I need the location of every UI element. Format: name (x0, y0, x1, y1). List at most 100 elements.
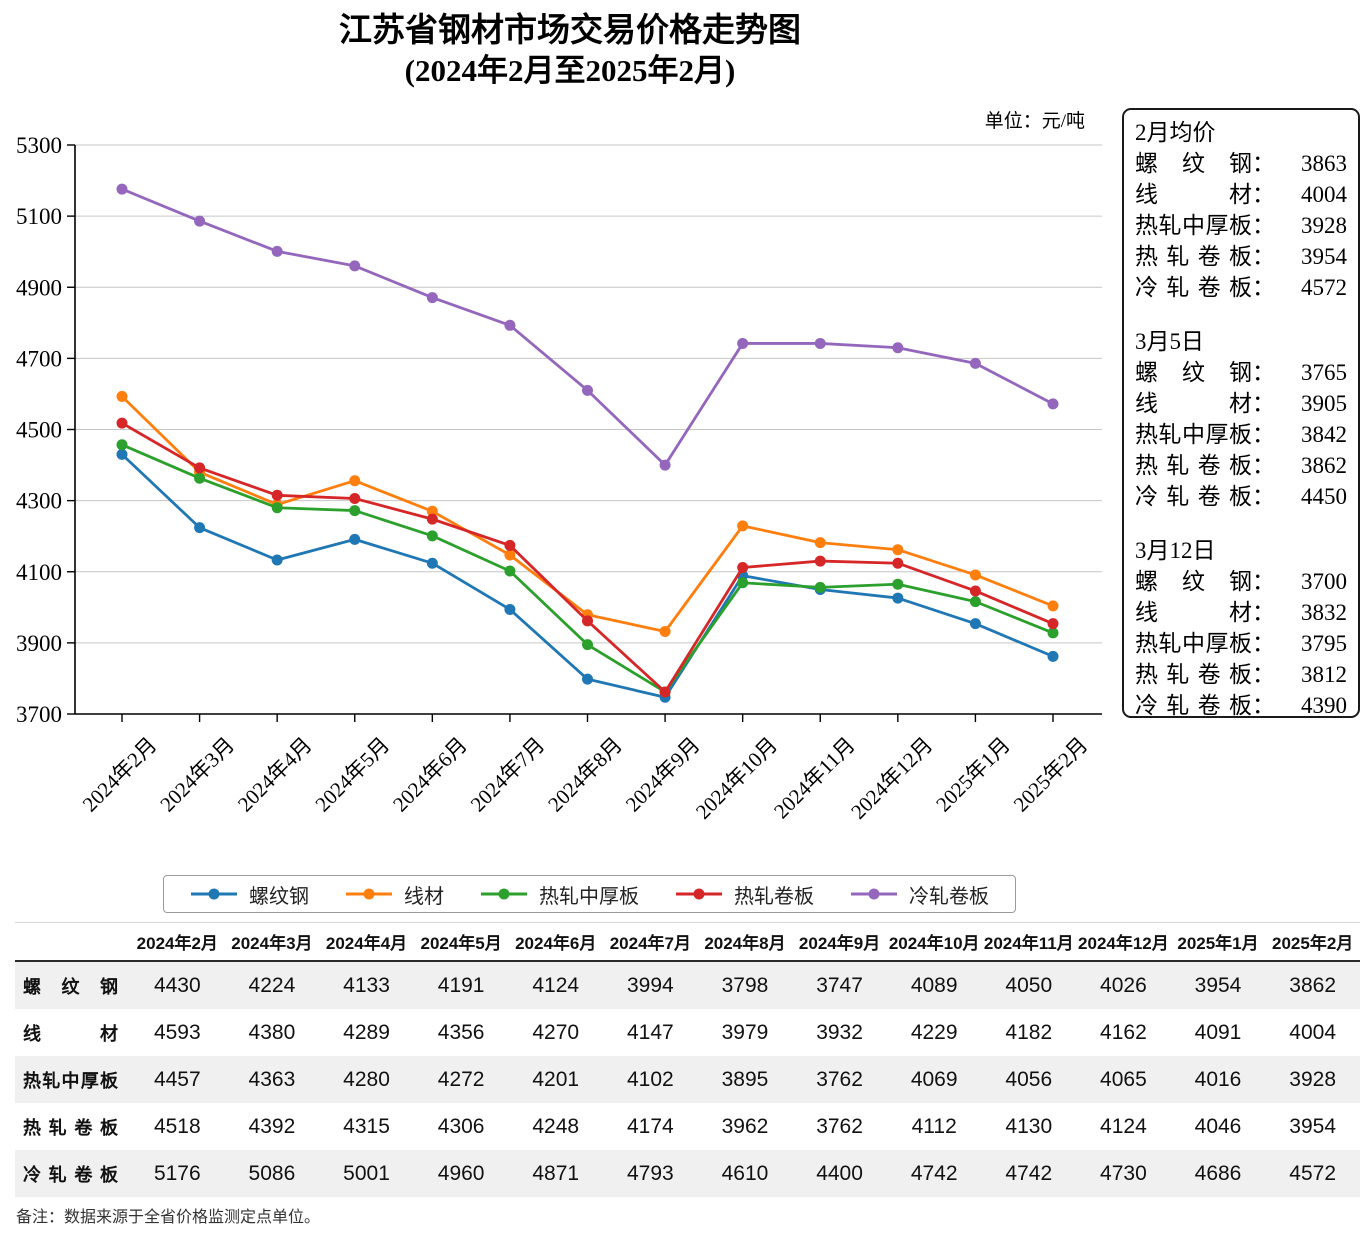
data-point-cold-rolled-coil (426, 292, 438, 304)
panel-item-value: 3928 (1301, 213, 1347, 238)
table-cell: 4686 (1194, 1161, 1242, 1185)
table-cell: 4430 (153, 973, 201, 997)
table-row-wire-rod: 线材 4593 4380 4289 4356 4270 4147 3979 3932 4229 41… (15, 1009, 1360, 1056)
table-column-header: 2024年6月 (508, 922, 604, 962)
data-point-hot-rolled-plate (271, 502, 283, 514)
data-point-hot-rolled-coil (659, 686, 671, 698)
panel-item-value: 3812 (1301, 662, 1347, 687)
table-cell: 4130 (1005, 1114, 1053, 1138)
table-cell: 3954 (1289, 1114, 1337, 1138)
data-point-hot-rolled-coil (271, 489, 283, 501)
panel-item-label: 冷轧卷板 (1135, 275, 1252, 300)
data-point-rebar (271, 554, 283, 566)
panel-item-label: 热轧中厚板 (1135, 422, 1252, 447)
panel-item-colon: ： (1252, 569, 1275, 594)
legend-label: 冷轧卷板 (909, 885, 989, 908)
data-point-wire-rod (659, 625, 671, 637)
panel-item-colon: ： (1252, 244, 1275, 269)
panel-item-label: 螺纹钢 (1135, 151, 1252, 176)
panel-item-value: 4450 (1301, 484, 1347, 509)
y-tick-label: 5300 (16, 133, 62, 158)
x-tick-label: 2025年2月 (1009, 733, 1093, 817)
table-cell: 5001 (343, 1161, 390, 1185)
table-column-header: 2024年10月 (886, 922, 982, 962)
y-tick-label: 4500 (16, 418, 62, 443)
panel-item-colon: ： (1252, 182, 1275, 207)
panel-item-colon: ： (1252, 151, 1275, 176)
table-cell: 4270 (532, 1020, 580, 1044)
panel-item-label: 线材 (1135, 600, 1252, 625)
data-point-hot-rolled-plate (814, 581, 826, 593)
data-point-cold-rolled-coil (194, 215, 206, 227)
panel-item-colon: ： (1252, 484, 1275, 509)
legend-label: 螺纹钢 (249, 885, 309, 908)
panel-item-colon: ： (1252, 662, 1275, 687)
data-point-hot-rolled-plate (969, 596, 981, 608)
table-row-hot-rolled-plate: 热轧中厚板 4457 4363 4280 4272 4201 4102 3895 3762 406… (15, 1056, 1360, 1103)
panel-item-colon: ： (1252, 631, 1275, 656)
data-point-hot-rolled-plate (582, 639, 593, 651)
panel-item-value: 3700 (1301, 569, 1347, 594)
panel-item-label: 热轧卷板 (1135, 244, 1252, 269)
table-cell: 3932 (816, 1020, 863, 1044)
chart-title: 江苏省钢材市场交易价格走势图 (339, 13, 801, 49)
data-point-hot-rolled-plate (194, 472, 206, 484)
data-point-wire-rod (1047, 600, 1059, 612)
table-cell: 3747 (816, 973, 863, 997)
table-cell: 4742 (910, 1161, 958, 1185)
panel-item-label: 热轧中厚板 (1135, 631, 1252, 656)
data-point-rebar (426, 557, 438, 569)
table-cell: 4112 (911, 1114, 957, 1138)
legend-item-wire-rod: 线材 (345, 880, 444, 909)
data-point-hot-rolled-coil (1047, 618, 1059, 630)
panel-item: 冷轧卷板： 4390 (1135, 690, 1347, 721)
y-tick-label: 4700 (16, 346, 62, 371)
panel-item-label: 线材 (1135, 391, 1252, 416)
data-point-hot-rolled-coil (892, 557, 904, 569)
table-cell: 4089 (910, 973, 958, 997)
legend-item-hot-rolled-coil: 热轧卷板 (675, 880, 814, 909)
data-point-hot-rolled-coil (582, 615, 593, 627)
data-point-wire-rod (814, 537, 826, 549)
data-point-cold-rolled-coil (892, 342, 904, 354)
panel-section: 2月均价 螺纹钢： 3863 线材： 4004 热轧中厚板： 3928 热轧卷板： 3954 冷轧… (1135, 117, 1347, 303)
panel-item: 螺纹钢： 3700 (1135, 566, 1347, 597)
table-cell: 4124 (532, 973, 580, 997)
table-cell: 4016 (1194, 1067, 1242, 1091)
panel-item-value: 3954 (1301, 244, 1347, 269)
table-cell: 4793 (626, 1161, 674, 1185)
data-point-hot-rolled-plate (349, 505, 361, 517)
panel-item-colon: ： (1252, 693, 1275, 718)
x-tick-label: 2024年4月 (233, 733, 317, 817)
panel-item: 冷轧卷板： 4450 (1135, 481, 1347, 512)
panel-item-colon: ： (1252, 213, 1275, 238)
x-tick-label: 2024年5月 (310, 733, 394, 817)
table-cell: 4960 (437, 1161, 485, 1185)
table-cell: 4069 (910, 1067, 958, 1091)
table-cell: 4046 (1194, 1114, 1242, 1138)
data-point-rebar (582, 673, 593, 685)
table-cell: 4306 (437, 1114, 485, 1138)
panel-item: 热轧中厚板： 3795 (1135, 628, 1347, 659)
table-row-hot-rolled-coil: 热轧卷板 4518 4392 4315 4306 4248 4174 3962 3762 4112… (15, 1103, 1360, 1150)
x-tick-label: 2024年6月 (388, 733, 472, 817)
panel-item: 热轧中厚板： 3842 (1135, 419, 1347, 450)
table-cell: 4162 (1100, 1020, 1147, 1044)
data-point-cold-rolled-coil (659, 459, 671, 471)
data-point-cold-rolled-coil (504, 319, 516, 331)
data-point-wire-rod (349, 475, 361, 487)
panel-item-value: 3842 (1301, 422, 1347, 447)
table-cell: 4572 (1289, 1161, 1337, 1185)
table-cell: 4102 (626, 1067, 674, 1091)
data-point-cold-rolled-coil (582, 384, 593, 396)
table-cell: 4457 (153, 1067, 201, 1091)
table-cell: 3928 (1289, 1067, 1337, 1091)
panel-item-colon: ： (1252, 391, 1275, 416)
data-point-wire-rod (969, 569, 981, 581)
panel-section-title: 3月12日 (1135, 538, 1216, 563)
data-point-hot-rolled-coil (814, 555, 826, 567)
table-row-label: 冷轧卷板 (23, 1164, 118, 1185)
data-point-rebar (116, 448, 128, 460)
table-cell: 4518 (153, 1114, 201, 1138)
table-row-cold-rolled-coil: 冷轧卷板 5176 5086 5001 4960 4871 4793 4610 4400 4742… (15, 1150, 1360, 1197)
